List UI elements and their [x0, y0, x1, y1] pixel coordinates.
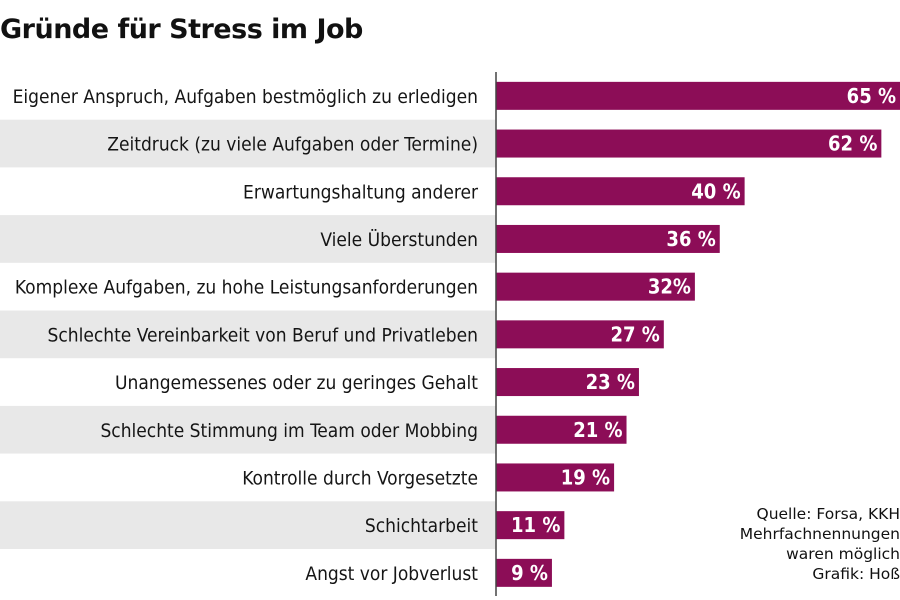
value-label: 21 %: [573, 418, 622, 442]
bar: [496, 129, 882, 158]
value-label: 11 %: [511, 513, 560, 537]
bar: [496, 320, 664, 349]
row-stripe: [0, 501, 496, 549]
value-label: 19 %: [561, 465, 610, 489]
bar: [496, 81, 900, 110]
row-stripes: [0, 119, 496, 549]
bar: [496, 272, 695, 301]
value-label: 40 %: [691, 179, 740, 203]
credit-line: Grafik: Hoß: [812, 565, 900, 583]
bar: [496, 511, 565, 540]
category-label: Zeitdruck (zu viele Aufgaben oder Termin…: [107, 134, 478, 156]
source-note: Quelle: Forsa, KKH Mehrfachnennungen war…: [740, 504, 900, 584]
value-labels: 65 % 62 % 40 % 36 % 32% 27 % 23 % 21 % 19 %11 % 9…: [511, 84, 896, 585]
category-label: Viele Überstunden: [320, 228, 478, 251]
category-label: Schichtarbeit: [365, 515, 478, 537]
note-line: Mehrfachnennungen: [739, 525, 900, 543]
category-labels: Eigener Anspruch, Aufgaben bestmöglich z…: [13, 86, 479, 585]
value-label: 9 %: [511, 561, 548, 585]
category-label: Schlechte Vereinbarkeit von Beruf und Pr…: [48, 324, 479, 346]
row-stripe: [0, 310, 496, 359]
value-label: 62 %: [828, 132, 877, 156]
row-stripe: [0, 215, 496, 263]
bar: [496, 177, 745, 206]
row-stripe: [0, 405, 496, 454]
bar: [496, 463, 615, 492]
value-label: 23 %: [586, 370, 635, 394]
category-label: Kontrolle durch Vorgesetzte: [242, 467, 478, 489]
chart-title: Gründe für Stress im Job: [0, 14, 363, 45]
note-line: waren möglich: [786, 545, 900, 563]
category-label: Angst vor Jobverlust: [305, 563, 478, 585]
value-label: 27 %: [610, 322, 659, 346]
category-label: Erwartungshaltung anderer: [243, 181, 479, 203]
category-label: Unangemessenes oder zu geringes Gehalt: [115, 372, 478, 394]
bar: [496, 558, 552, 587]
category-label: Komplexe Aufgaben, zu hohe Leistungsanfo…: [15, 277, 478, 299]
value-label: 65 %: [847, 84, 896, 108]
bar: [496, 224, 720, 253]
bar: [496, 368, 639, 397]
category-label: Eigener Anspruch, Aufgaben bestmöglich z…: [13, 86, 478, 108]
value-label: 36 %: [666, 227, 715, 251]
bars: [496, 81, 900, 587]
bar: [496, 415, 627, 444]
category-label: Schlechte Stimmung im Team oder Mobbing: [100, 420, 478, 442]
value-label: 32%: [648, 275, 691, 299]
row-stripe: [0, 119, 496, 168]
source-line: Quelle: Forsa, KKH: [756, 505, 900, 523]
